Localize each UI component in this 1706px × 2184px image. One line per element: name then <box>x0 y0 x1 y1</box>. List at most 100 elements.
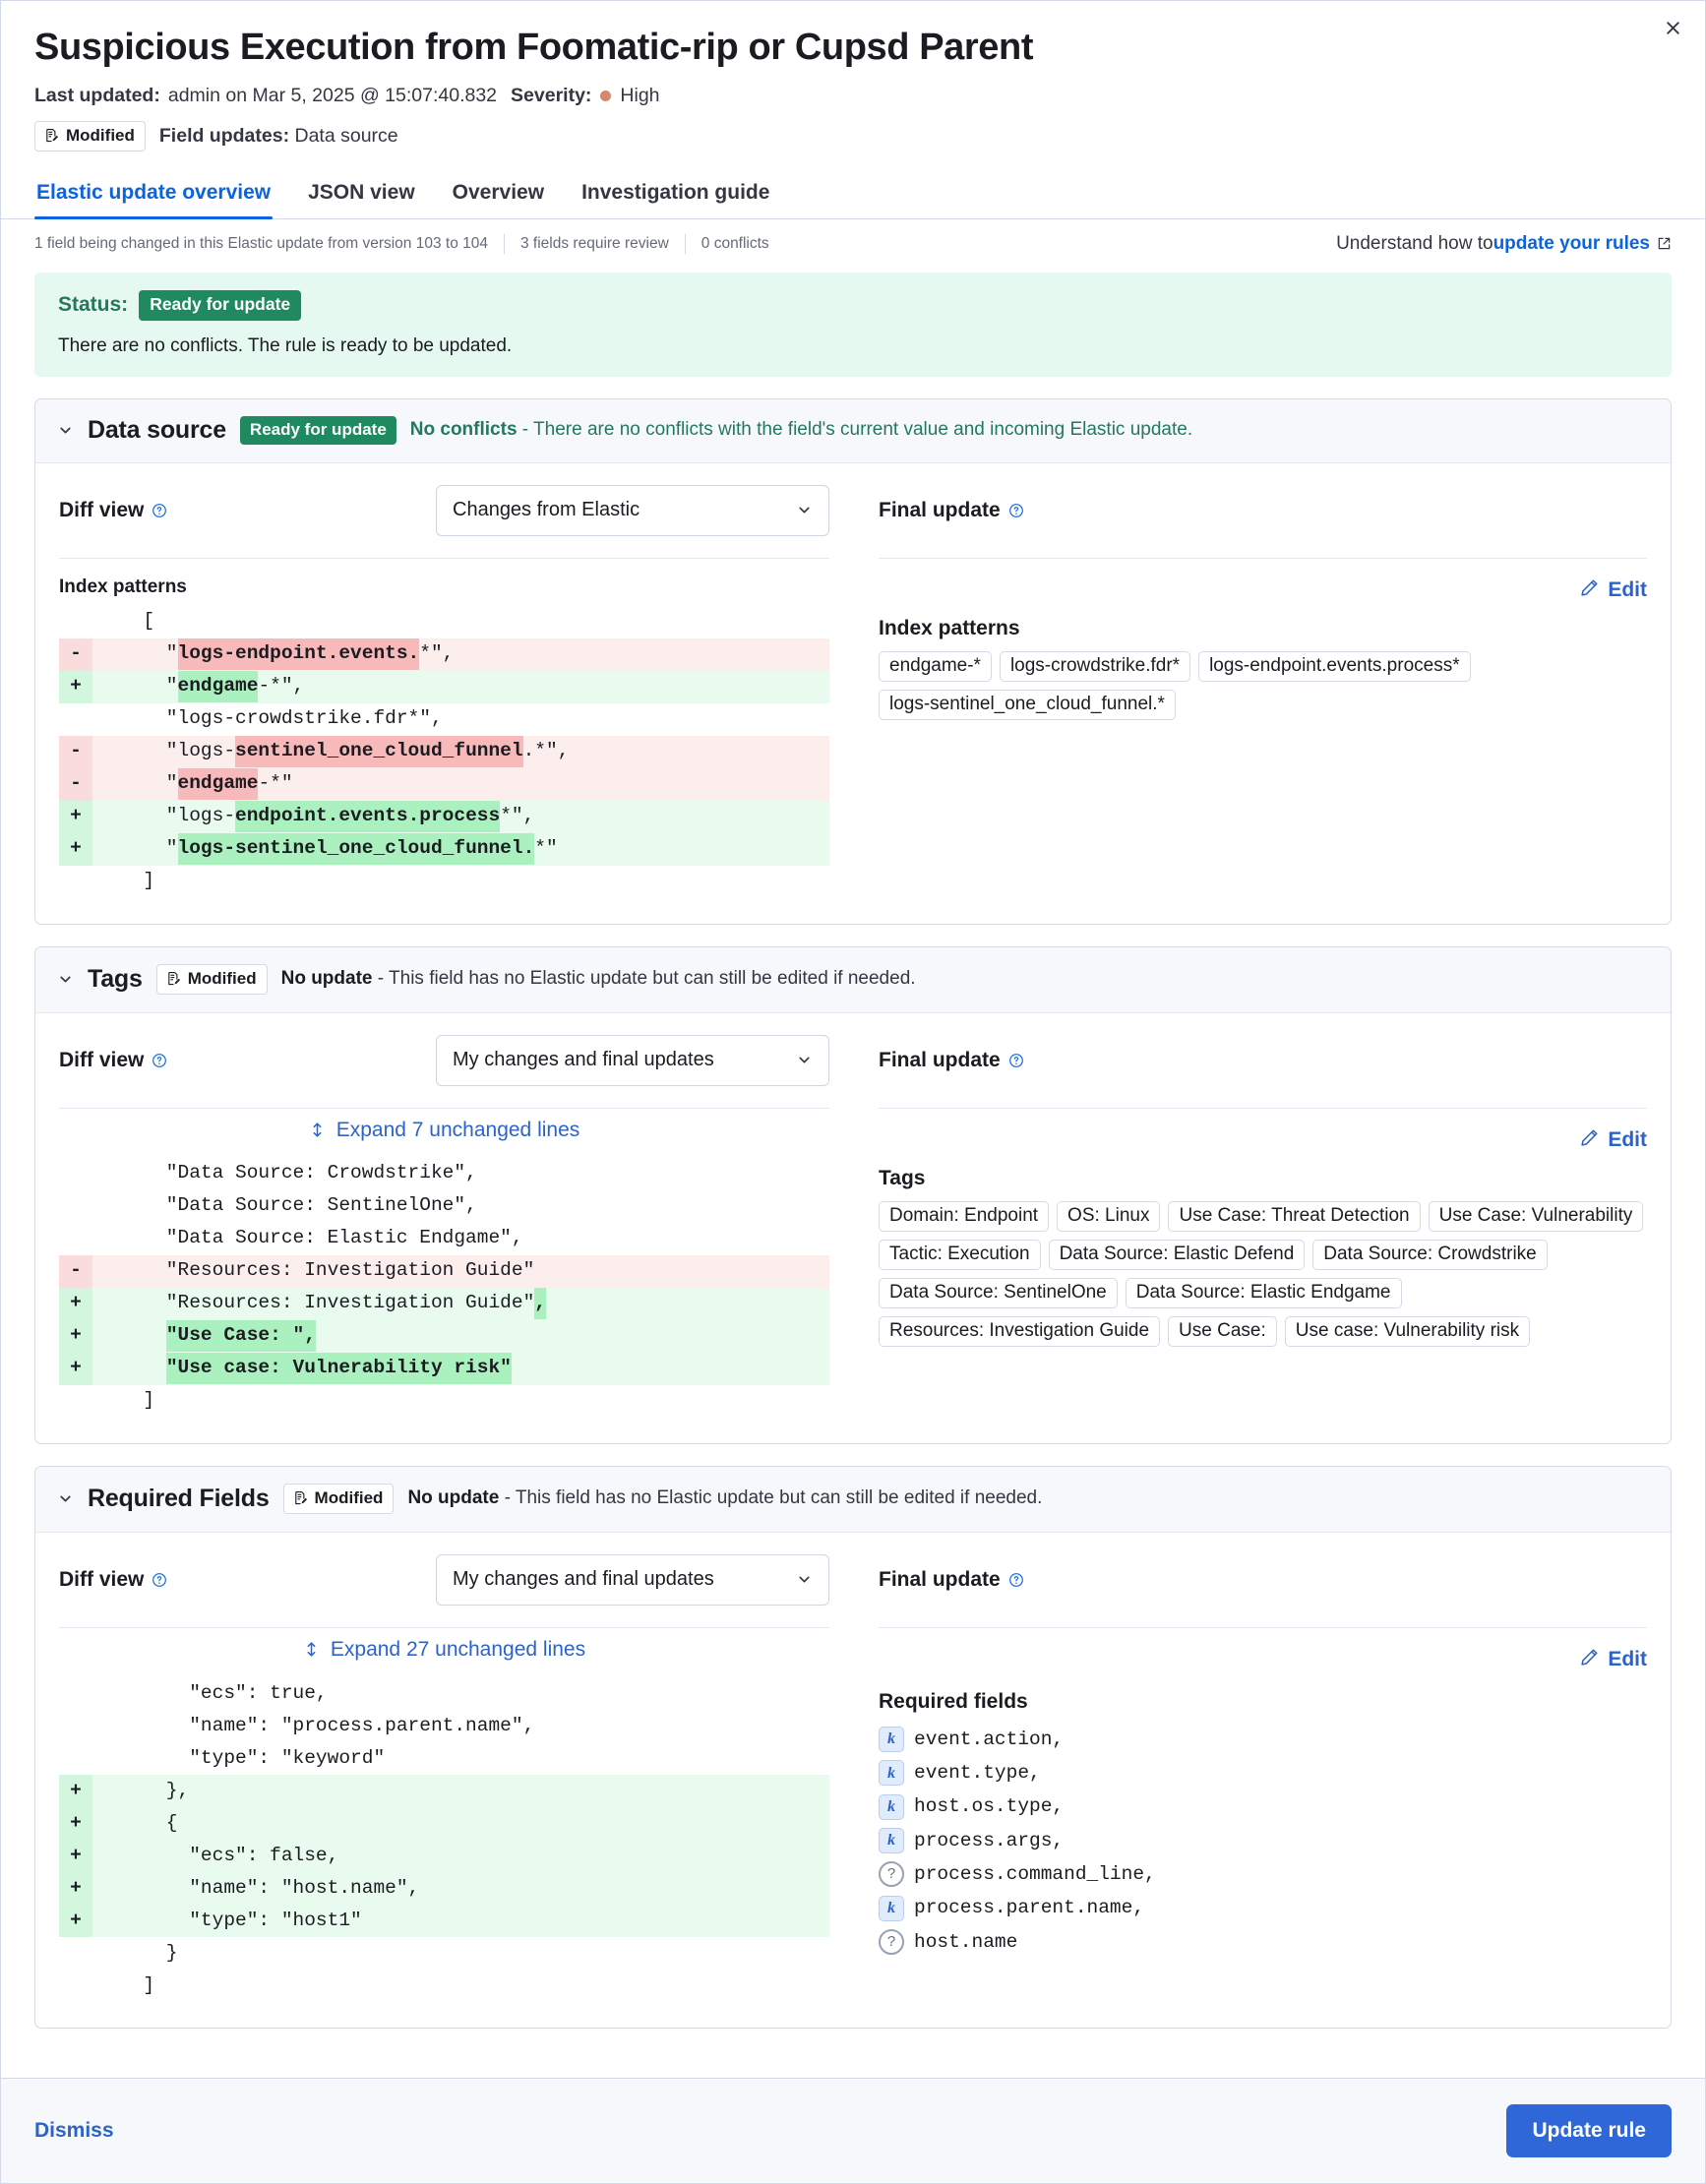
expand-unchanged-lines-button[interactable]: Expand 7 unchanged lines <box>59 1109 829 1158</box>
help-circle-icon[interactable] <box>1008 1572 1024 1588</box>
final-update-label: Final update <box>879 498 1001 521</box>
diff-gutter: + <box>59 1871 92 1905</box>
section-status-chip-label: Modified <box>187 968 257 988</box>
tab-bar: Elastic update overview JSON view Overvi… <box>1 173 1705 219</box>
diff-block-tags: "Data Source: Crowdstrike", "Data Source… <box>59 1158 829 1418</box>
diff-line-add: + "Use case: Vulnerability risk" <box>59 1352 829 1385</box>
field-updates-value: Data source <box>294 124 398 147</box>
required-field-label: host.os.type, <box>914 1795 1065 1818</box>
diff-line-text: "logs-endpoint .events.process *", <box>92 801 829 833</box>
diff-view-select[interactable]: My changes and final updates <box>436 1553 829 1606</box>
required-field-label: process.args, <box>914 1829 1065 1851</box>
diff-line-ctx: "Data Source: Crowdstrike", <box>59 1158 829 1190</box>
help-circle-icon[interactable] <box>1008 503 1024 518</box>
final-update-title: Index patterns <box>879 616 1020 639</box>
diff-line-text: "ecs": true, <box>120 1681 328 1704</box>
diff-line-ctx: "ecs": true, <box>59 1677 829 1710</box>
required-fields-list: k event.action, k event.type, k host.os.type,… <box>879 1723 1647 1959</box>
chip[interactable]: Domain: Endpoint <box>879 1200 1050 1232</box>
summary-conflicts: 0 conflicts <box>701 234 769 252</box>
expand-unchanged-lines-button[interactable]: Expand 27 unchanged lines <box>59 1628 829 1677</box>
diff-line-add: + { <box>59 1806 829 1840</box>
last-updated-label: Last updated: <box>34 84 160 106</box>
help-circle-icon[interactable] <box>1008 1053 1024 1068</box>
flyout-header: Suspicious Execution from Foomatic-rip o… <box>1 1 1705 152</box>
chip[interactable]: logs-sentinel_one_cloud_funnel.* <box>879 689 1176 720</box>
final-update-pane-tags: Final update Edit <box>853 1013 1671 1443</box>
chevron-down-icon[interactable] <box>57 971 74 988</box>
help-circle-icon[interactable] <box>152 1572 167 1588</box>
edit-button[interactable]: Edit <box>1580 578 1647 603</box>
tab-elastic-update-overview[interactable]: Elastic update overview <box>34 173 274 219</box>
chevron-down-icon[interactable] <box>57 1490 74 1507</box>
edit-button-label: Edit <box>1608 578 1647 602</box>
chip[interactable]: logs-endpoint.events.process* <box>1198 650 1471 682</box>
diff-gutter <box>59 1970 92 2002</box>
keyword-icon: k <box>879 1760 904 1787</box>
required-field-item: k process.parent.name, <box>879 1891 1647 1924</box>
last-updated-value: admin on Mar 5, 2025 @ 15:07:40.832 <box>167 84 498 106</box>
diff-gutter: + <box>59 1904 92 1937</box>
diff-line-ctx: "Data Source: SentinelOne", <box>59 1190 829 1223</box>
status-badge: Ready for update <box>139 289 302 321</box>
chip[interactable]: Data Source: Elastic Defend <box>1048 1239 1306 1270</box>
diff-line-text: " logs-sentinel_one_cloud_funnel. *" <box>92 833 829 866</box>
update-rule-button[interactable]: Update rule <box>1506 2104 1672 2157</box>
required-field-label: process.command_line, <box>914 1863 1156 1886</box>
pencil-icon <box>1580 578 1599 603</box>
section-status-chip-label: Modified <box>314 1487 384 1507</box>
chevron-down-icon[interactable] <box>57 422 74 439</box>
modified-badge-label: Modified <box>66 125 135 145</box>
chip[interactable]: Use Case: Threat Detection <box>1168 1200 1421 1232</box>
chip[interactable]: Resources: Investigation Guide <box>879 1315 1161 1347</box>
unknown-field-icon: ? <box>879 1928 904 1955</box>
edit-button[interactable]: Edit <box>1580 1648 1647 1672</box>
keyword-icon: k <box>879 1827 904 1853</box>
external-link-icon[interactable] <box>1657 236 1672 251</box>
final-update-title: Tags <box>879 1166 926 1189</box>
keyword-icon: k <box>879 1895 904 1921</box>
chip[interactable]: OS: Linux <box>1057 1200 1161 1232</box>
section-header-tags[interactable]: Tags Modified No update - This field has… <box>35 946 1671 1013</box>
chip[interactable]: Use Case: Vulnerability <box>1428 1200 1644 1232</box>
diff-gutter: + <box>59 800 92 833</box>
tab-overview[interactable]: Overview <box>452 180 545 204</box>
edit-button[interactable]: Edit <box>1580 1128 1647 1153</box>
chip[interactable]: Data Source: Elastic Endgame <box>1125 1277 1402 1308</box>
tab-json-view[interactable]: JSON view <box>308 180 415 204</box>
diff-line-text: " endgame -*" <box>92 768 829 801</box>
tab-investigation-guide[interactable]: Investigation guide <box>581 180 770 204</box>
update-your-rules-link[interactable]: update your rules <box>1493 232 1650 254</box>
section-note: No update - This field has no Elastic up… <box>281 968 916 990</box>
chip[interactable]: Data Source: SentinelOne <box>879 1277 1118 1308</box>
diff-view-select[interactable]: My changes and final updates <box>436 1034 829 1086</box>
section-header-data-source[interactable]: Data source Ready for update No conflict… <box>35 398 1671 463</box>
diff-pane-required-fields: Diff view My changes and final updates <box>35 1533 853 2028</box>
severity-dot-icon <box>600 90 612 101</box>
diff-view-select[interactable]: Changes from Elastic <box>436 484 829 536</box>
chip[interactable]: Tactic: Execution <box>879 1239 1041 1270</box>
section-status-chip: Modified <box>282 1483 395 1514</box>
dismiss-button[interactable]: Dismiss <box>34 2119 114 2142</box>
diff-line-text: "name": "host.name", <box>120 1876 420 1899</box>
diff-gutter: + <box>59 1774 92 1807</box>
close-icon[interactable] <box>1656 11 1689 44</box>
diff-line-text: [ <box>120 610 155 633</box>
help-circle-icon[interactable] <box>152 503 167 518</box>
chip[interactable]: Use Case: <box>1168 1315 1277 1347</box>
diff-block-title: Index patterns <box>59 576 187 597</box>
chip[interactable]: logs-crowdstrike.fdr* <box>999 650 1191 682</box>
diff-line-text: "name": "process.parent.name", <box>120 1714 535 1736</box>
section-header-required-fields[interactable]: Required Fields Modified No update - Thi… <box>35 1466 1671 1533</box>
chip[interactable]: endgame-* <box>879 650 992 682</box>
required-field-label: event.type, <box>914 1762 1041 1785</box>
diff-line-ctx: "name": "process.parent.name", <box>59 1710 829 1742</box>
chip[interactable]: Data Source: Crowdstrike <box>1312 1239 1548 1270</box>
diff-block-required-fields: "ecs": true, "name": "process.parent.nam… <box>59 1677 829 2002</box>
help-circle-icon[interactable] <box>152 1053 167 1068</box>
keyword-icon: k <box>879 1793 904 1820</box>
diff-line-text: " endgame -*", <box>92 671 829 703</box>
chip[interactable]: Use case: Vulnerability risk <box>1284 1315 1531 1347</box>
required-field-item: k host.os.type, <box>879 1790 1647 1823</box>
